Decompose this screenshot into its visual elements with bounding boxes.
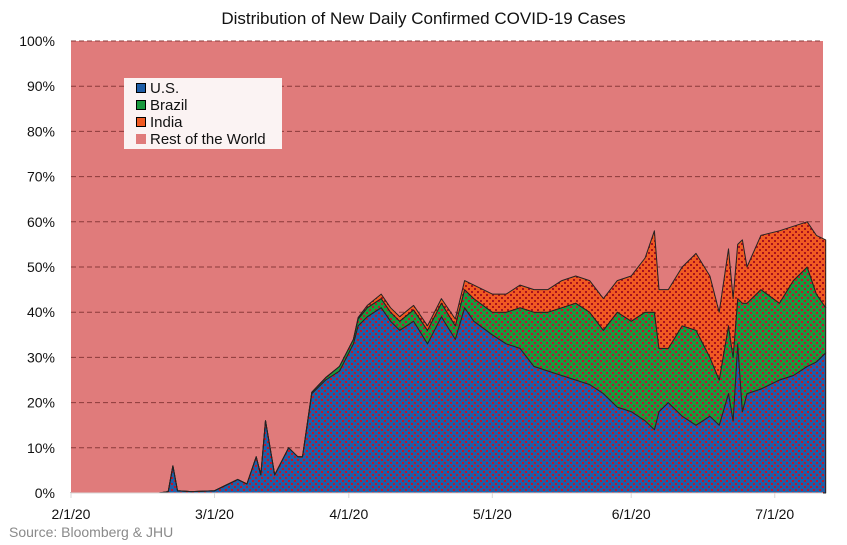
y-tick-label: 20% [27, 395, 55, 411]
legend-swatch-india [136, 117, 146, 127]
y-tick-label: 100% [19, 33, 55, 49]
legend-item-india: India [136, 113, 183, 131]
legend-label: Rest of the World [150, 130, 266, 148]
y-tick-label: 70% [27, 169, 55, 185]
legend-label: India [150, 113, 183, 131]
x-tick-label: 4/1/20 [329, 506, 368, 522]
legend-label: U.S. [150, 79, 180, 97]
legend-swatch-rest [136, 134, 146, 144]
y-tick-label: 30% [27, 349, 55, 365]
chart-title: Distribution of New Daily Confirmed COVI… [221, 9, 626, 28]
legend-item-us: U.S. [136, 79, 179, 97]
y-tick-label: 80% [27, 123, 55, 139]
area-india [70, 221, 827, 494]
x-tick-label: 2/1/20 [52, 506, 91, 522]
y-tick-label: 10% [27, 440, 55, 456]
legend-label: Brazil [150, 96, 188, 114]
legend: U.S. Brazil India Rest of the World [124, 78, 282, 149]
y-tick-label: 50% [27, 259, 55, 275]
y-tick-label: 0% [35, 485, 55, 501]
legend-item-rest: Rest of the World [136, 130, 266, 148]
x-tick-label: 6/1/20 [612, 506, 651, 522]
x-tick-label: 5/1/20 [473, 506, 512, 522]
y-tick-label: 60% [27, 214, 55, 230]
y-tick-label: 40% [27, 304, 55, 320]
legend-swatch-brazil [136, 100, 146, 110]
legend-swatch-us [136, 83, 146, 93]
x-tick-label: 3/1/20 [195, 506, 234, 522]
legend-item-brazil: Brazil [136, 96, 188, 114]
x-tick-label: 7/1/20 [755, 506, 794, 522]
source-note: Source: Bloomberg & JHU [9, 524, 174, 540]
y-tick-label: 90% [27, 78, 55, 94]
